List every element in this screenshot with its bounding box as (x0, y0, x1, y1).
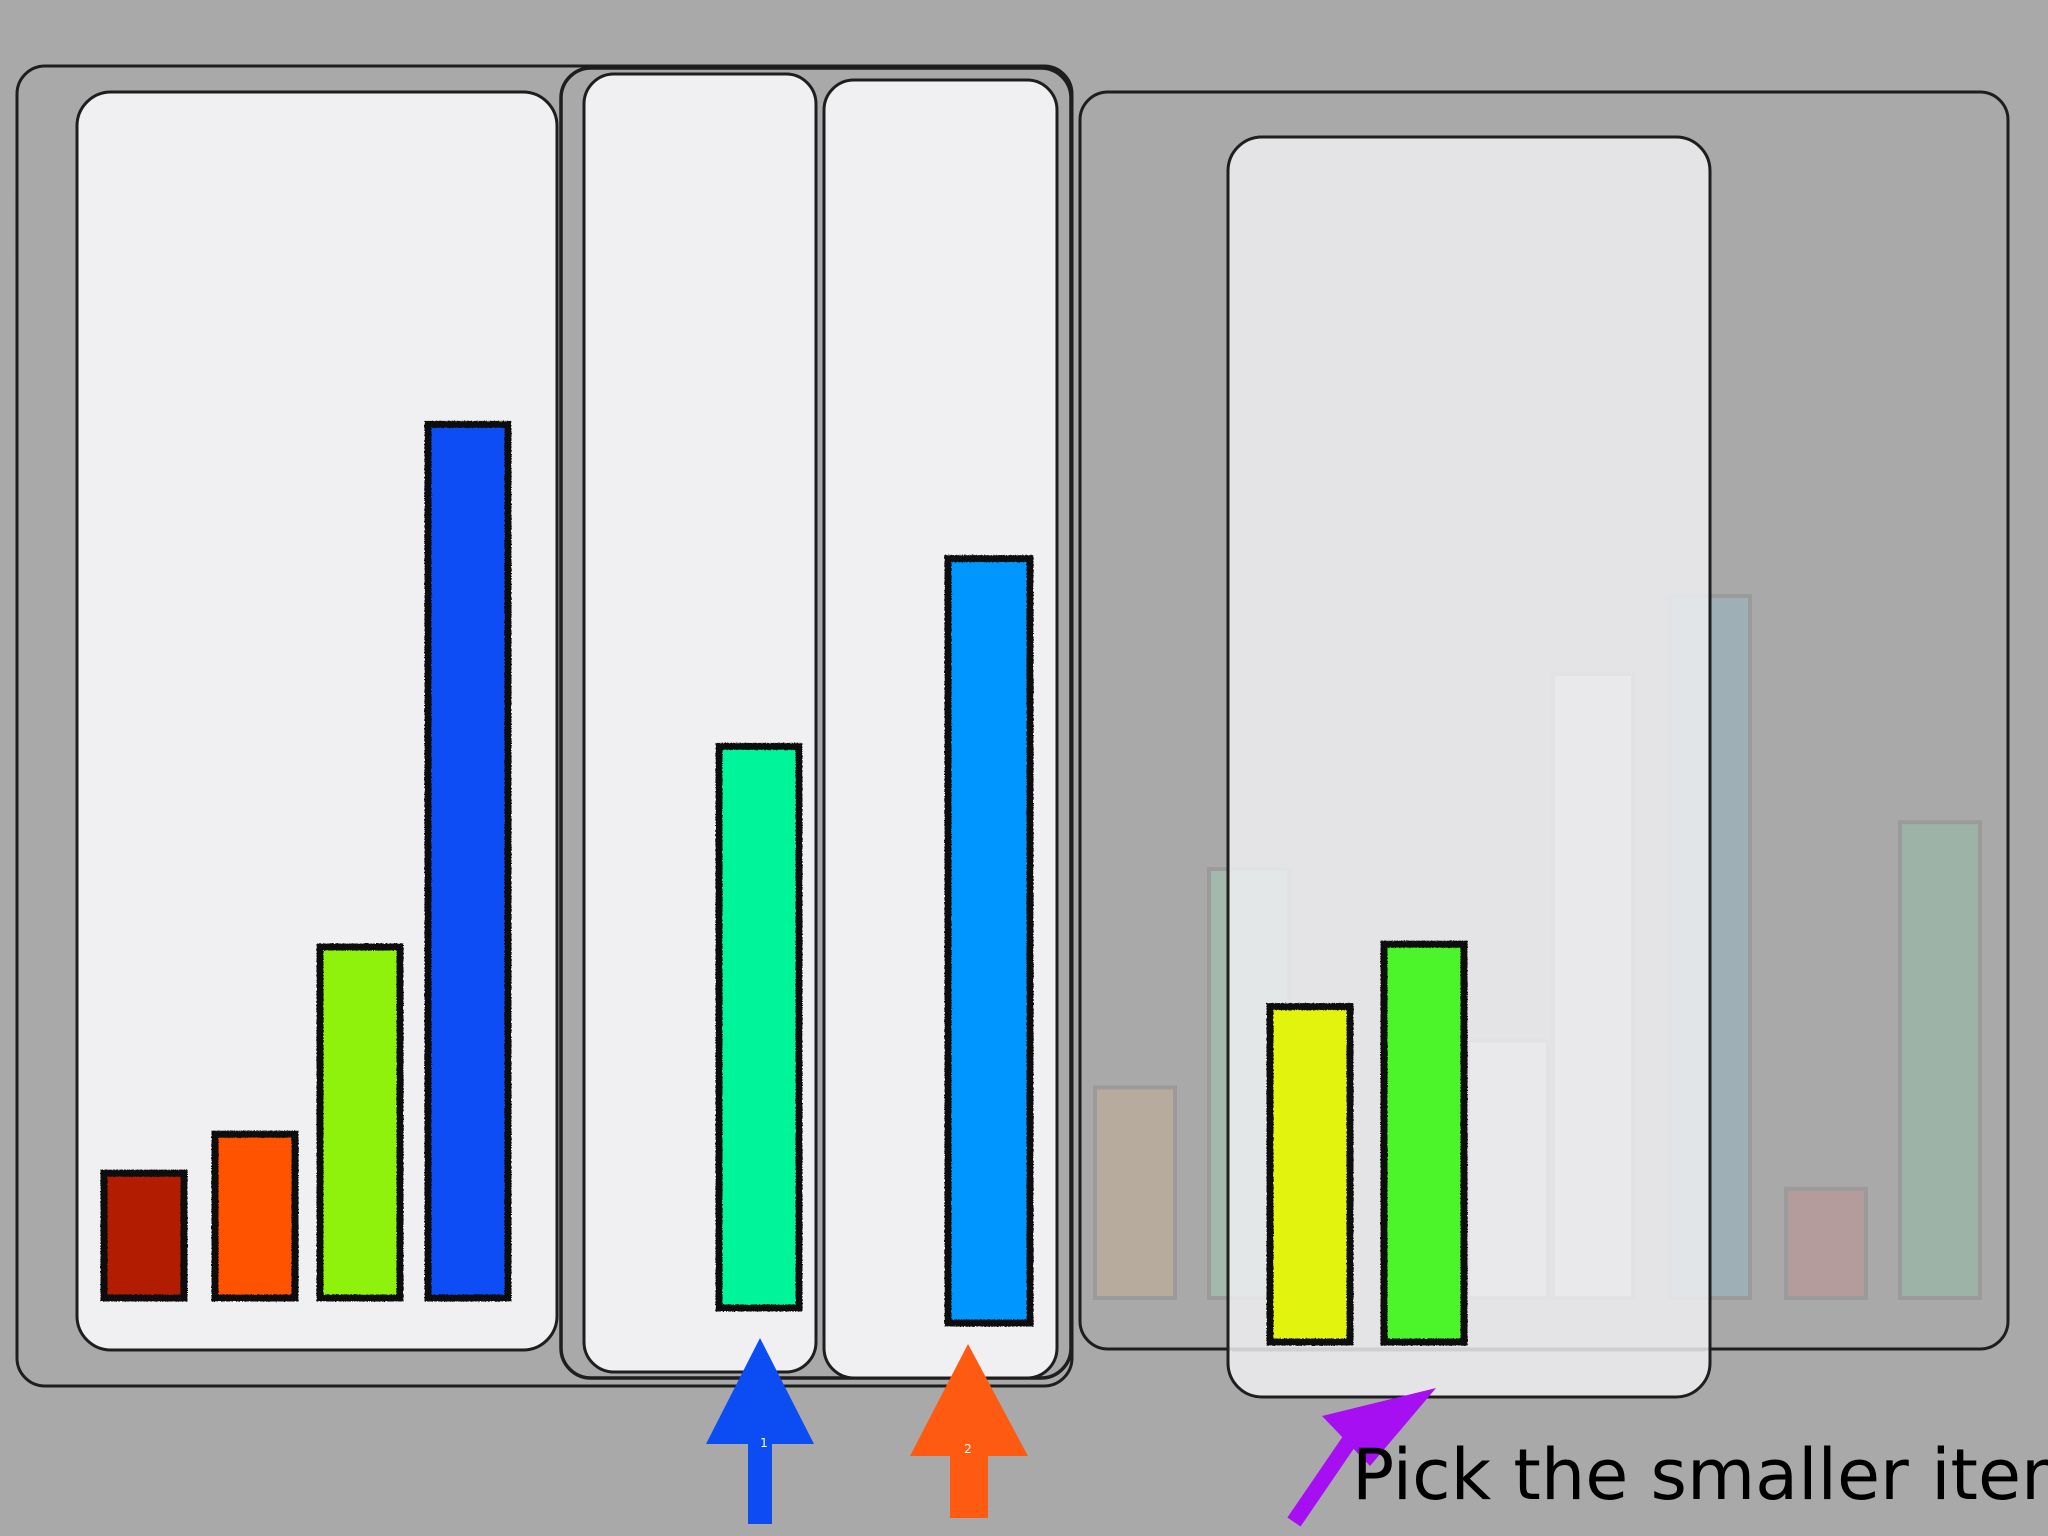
bars-layer (100, 420, 1468, 1346)
bar-yellow (1266, 1003, 1354, 1346)
bar-sage (1898, 820, 1982, 1300)
arrow-up-blue: 1 (706, 1338, 814, 1524)
instruction-caption: Pick the smaller item (1352, 1434, 2048, 1516)
comparison-frame (559, 66, 1073, 1380)
bar-dusty-rose (1784, 1186, 1868, 1301)
arrow-right-label: 2 (964, 1442, 972, 1456)
pointer-arrow (1287, 1388, 1436, 1527)
bar-tan (1093, 1085, 1177, 1301)
arrow-up-orange: 2 (910, 1344, 1028, 1518)
bar-teal-green (715, 742, 803, 1312)
bar-lime (316, 943, 404, 1302)
bar-green (1380, 940, 1468, 1346)
bar-sky-blue (944, 555, 1034, 1327)
bar-dark-red (100, 1169, 188, 1302)
arrow-left-label: 1 (760, 1436, 768, 1450)
bar-orange (211, 1130, 299, 1302)
bar-blue (424, 420, 512, 1302)
